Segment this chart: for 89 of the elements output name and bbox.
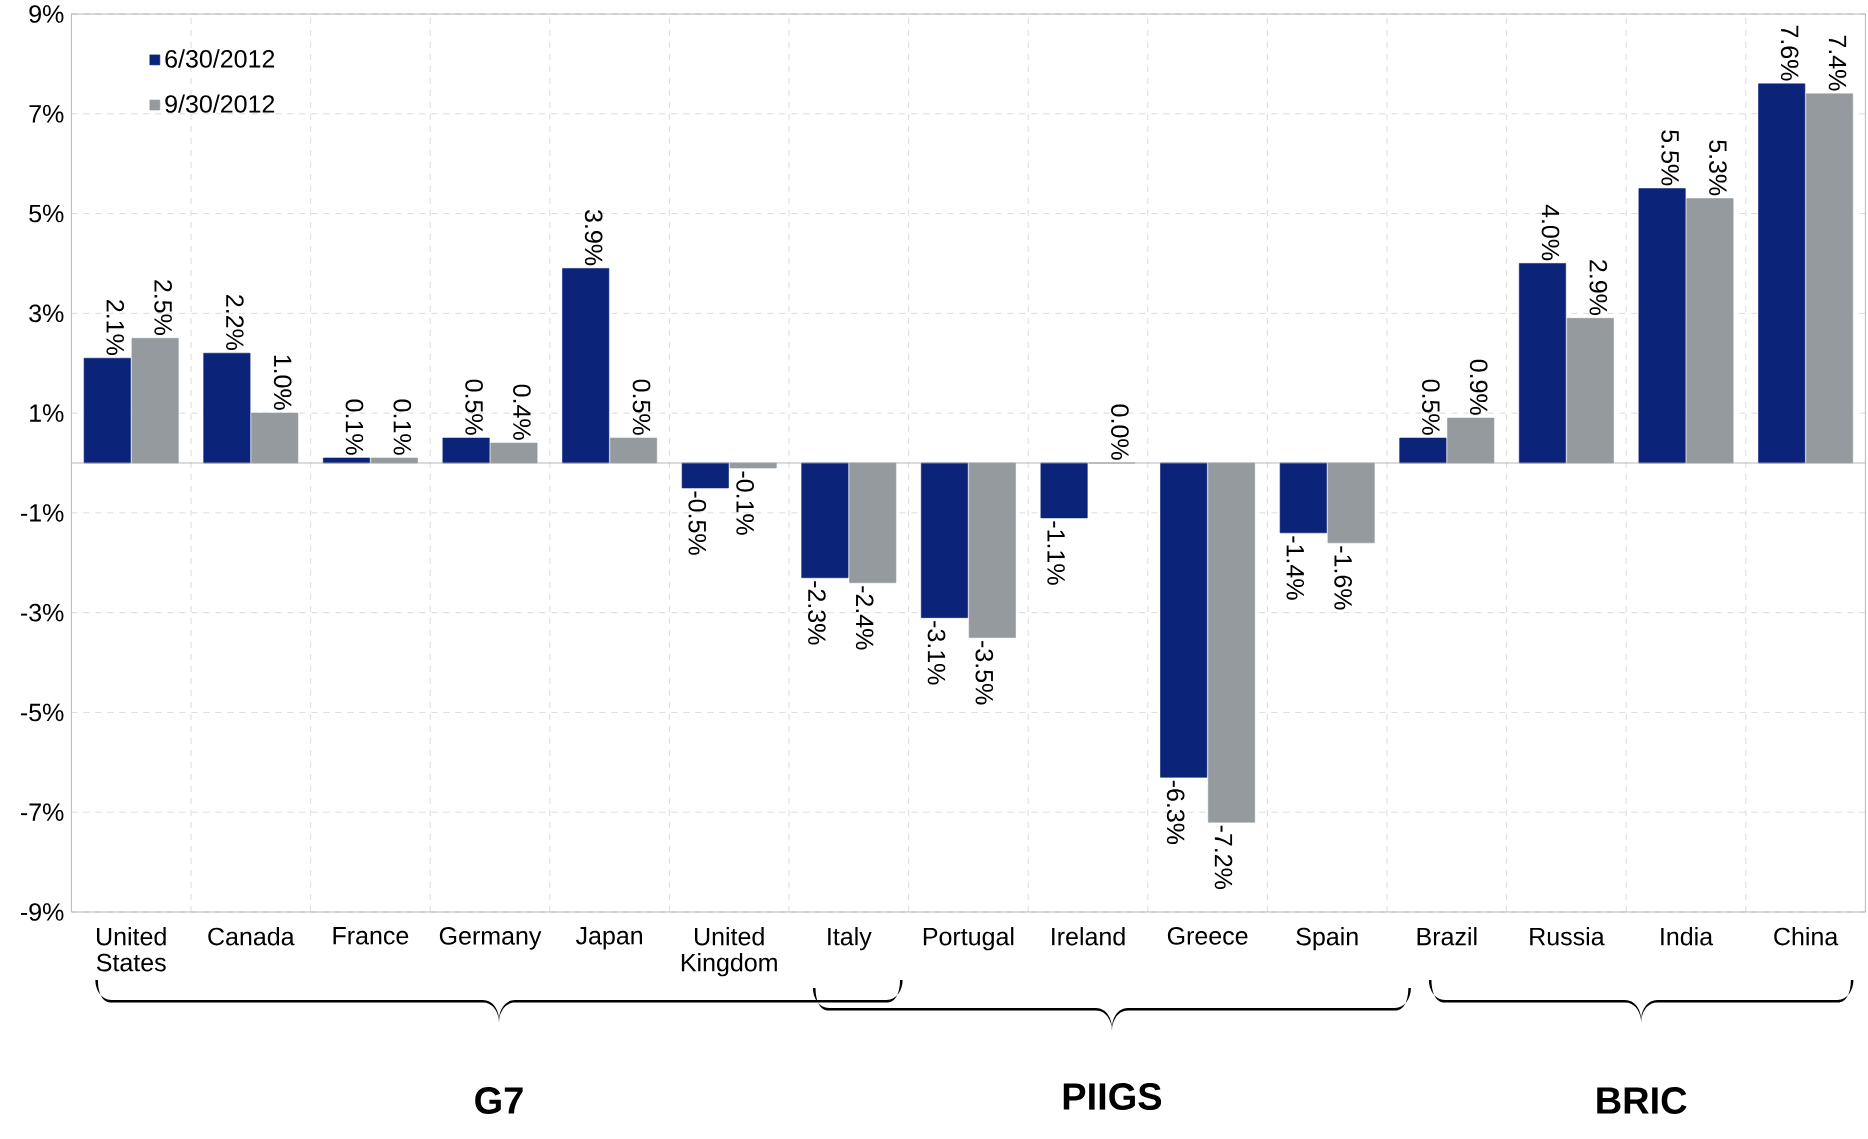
data-label: 2.1% [106, 300, 125, 355]
bar [610, 437, 658, 464]
bar [1399, 437, 1447, 464]
x-tick-label: Ireland [1052, 927, 1125, 946]
bar [83, 357, 131, 464]
x-tick-label: Italy [828, 927, 872, 951]
bar [1160, 462, 1208, 778]
data-label: -2.4% [855, 586, 874, 650]
data-label: -0.1% [736, 471, 754, 535]
x-tick-label: Germany [439, 927, 542, 950]
data-label: -2.3% [808, 581, 826, 645]
data-label: -0.5% [688, 491, 707, 555]
y-tick-label: 9% [29, 5, 64, 23]
bar [1327, 462, 1375, 544]
data-label: 2.9% [1589, 260, 1608, 316]
bar [729, 462, 777, 469]
y-tick-label: 1% [30, 404, 64, 422]
data-label: 0.1% [345, 399, 364, 455]
bar [681, 462, 729, 489]
data-label: -1.1% [1047, 521, 1065, 585]
bar [322, 457, 370, 464]
bar [920, 462, 968, 618]
data-label: 0.9% [1469, 359, 1488, 415]
data-label: 3.9% [584, 210, 603, 266]
data-label: 0.5% [632, 379, 651, 435]
data-label: 5.5% [1661, 130, 1679, 186]
data-label: 7.6% [1780, 25, 1799, 81]
bar [1447, 417, 1495, 464]
y-tick-label: 5% [29, 204, 64, 223]
bar [1208, 462, 1256, 823]
bar [1566, 318, 1614, 464]
bar [968, 462, 1016, 638]
x-tick-label: United States [96, 927, 166, 972]
x-tick-label: Japan [575, 927, 643, 950]
y-tick-label: -3% [20, 603, 64, 622]
data-label: 2.2% [226, 295, 244, 350]
data-label: 2.5% [154, 280, 172, 335]
bar [370, 457, 418, 464]
legend-label: 9/30/2012 [165, 94, 275, 113]
x-tick-label: Canada [208, 927, 295, 946]
data-label: -6.3% [1166, 780, 1185, 845]
bar [1758, 83, 1806, 464]
data-label: 7.4% [1828, 35, 1847, 91]
data-label: 5.3% [1709, 140, 1727, 196]
y-tick-label: -7% [20, 803, 64, 821]
bar [1518, 263, 1566, 464]
bar [1686, 198, 1734, 464]
bar [203, 352, 251, 464]
bar [442, 437, 490, 464]
x-tick-label: India [1661, 927, 1714, 946]
bar [490, 442, 538, 464]
bar [562, 268, 610, 464]
data-label: -7.2% [1214, 825, 1233, 889]
bar [1638, 188, 1686, 464]
bar [1040, 462, 1088, 519]
data-label: 1.0% [273, 355, 292, 410]
x-tick-label: France [333, 927, 409, 945]
bar [801, 462, 849, 579]
bar [1279, 462, 1327, 534]
data-label: -3.5% [975, 641, 994, 705]
x-tick-label: Spain [1296, 927, 1358, 951]
x-tick-label: Brazil [1417, 927, 1477, 946]
text: BRIC [1597, 1087, 1687, 1114]
data-label: 0.5% [1422, 379, 1440, 435]
bar [849, 462, 897, 584]
y-tick-label: -9% [20, 903, 64, 921]
data-label: -1.6% [1334, 546, 1352, 610]
data-label: 0.0% [1111, 404, 1129, 460]
bar [131, 337, 179, 464]
data-label: -3.1% [927, 621, 946, 685]
bar [251, 412, 299, 464]
y-tick-label: 7% [29, 105, 64, 123]
x-tick-label: United Kingdom [681, 927, 777, 977]
x-tick-label: Portugal [923, 927, 1014, 951]
x-tick-label: Greece [1167, 927, 1248, 945]
data-label: -1.4% [1286, 536, 1305, 600]
data-label: 0.1% [393, 399, 412, 455]
data-label: 4.0% [1541, 204, 1560, 261]
text: PIIGS [1063, 1083, 1162, 1110]
y-tick-label: -1% [20, 504, 64, 522]
legend-label: 6/30/2012 [165, 49, 275, 68]
y-tick-label: -5% [20, 703, 64, 722]
x-tick-label: Russia [1530, 927, 1605, 946]
bar [1806, 93, 1854, 464]
data-label: 0.4% [513, 384, 531, 440]
text: G7 [475, 1087, 523, 1114]
x-tick-label: China [1774, 927, 1839, 946]
y-tick-label: 3% [29, 304, 64, 323]
data-label: 0.5% [465, 379, 483, 435]
